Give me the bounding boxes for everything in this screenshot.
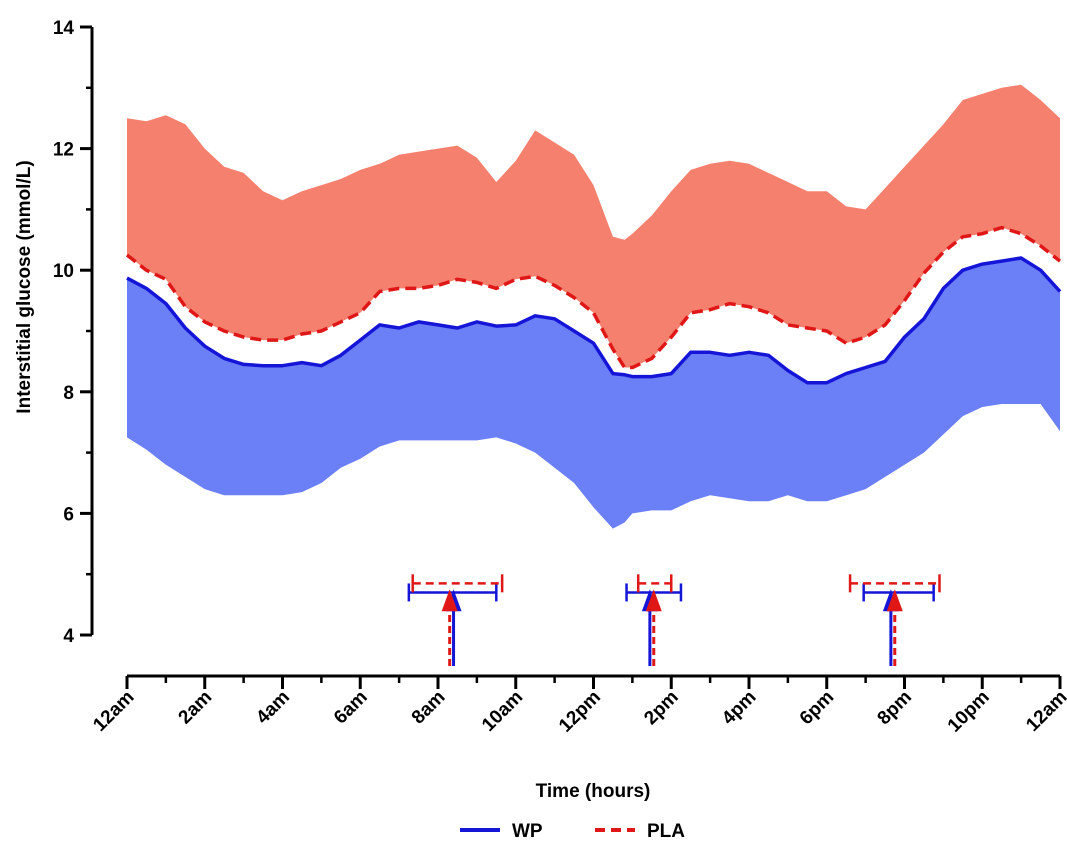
pla-sd-band <box>127 84 1060 368</box>
x-tick-label: 4pm <box>718 687 760 729</box>
y-tick-label: 14 <box>53 18 75 39</box>
x-tick-label: 12pm <box>555 687 605 737</box>
wp-sd-band <box>127 258 1060 529</box>
pla-legend-label: PLA <box>647 821 685 842</box>
x-tick-label: 2am <box>175 687 217 729</box>
pla-meal-arrow-head <box>645 589 662 612</box>
y-tick-label: 10 <box>53 261 74 282</box>
pla-mean-line <box>125 225 1062 370</box>
y-tick-label: 4 <box>63 626 74 647</box>
y-tick-label: 12 <box>53 140 74 161</box>
x-tick-label: 10am <box>478 687 527 736</box>
y-axis-title: Interstitial glucose (mmol/L) <box>14 160 35 413</box>
x-tick-label: 12am <box>1022 687 1067 736</box>
pla-meal-arrow-head <box>886 589 903 612</box>
pla-meal-arrow-head <box>441 589 458 612</box>
variability-bands <box>127 84 1060 529</box>
wp-legend-label: WP <box>512 821 543 842</box>
x-tick-label: 2pm <box>640 687 682 729</box>
x-tick-label: 6pm <box>796 687 838 729</box>
x-axis: 12am 2am 4am 6am 8am 10am 12pm 2pm 4pm 6pm 8pm 10pm… <box>89 674 1067 737</box>
meal-markers <box>407 574 941 666</box>
x-axis-title: Time (hours) <box>536 781 651 802</box>
mean-lines <box>125 225 1062 385</box>
y-axis: 4 6 8 10 12 14 <box>53 18 94 647</box>
x-tick-label: 8pm <box>874 687 916 729</box>
wp-mean-line <box>126 256 1062 385</box>
x-tick-label: 10pm <box>944 687 994 737</box>
y-tick-label: 6 <box>63 504 74 525</box>
legend: WP PLA <box>460 821 685 842</box>
y-tick-label: 8 <box>63 383 74 404</box>
x-tick-label: 4am <box>252 687 294 729</box>
x-tick-label: 8am <box>408 687 450 729</box>
x-tick-label: 6am <box>330 687 372 729</box>
x-tick-label: 12am <box>89 687 138 736</box>
